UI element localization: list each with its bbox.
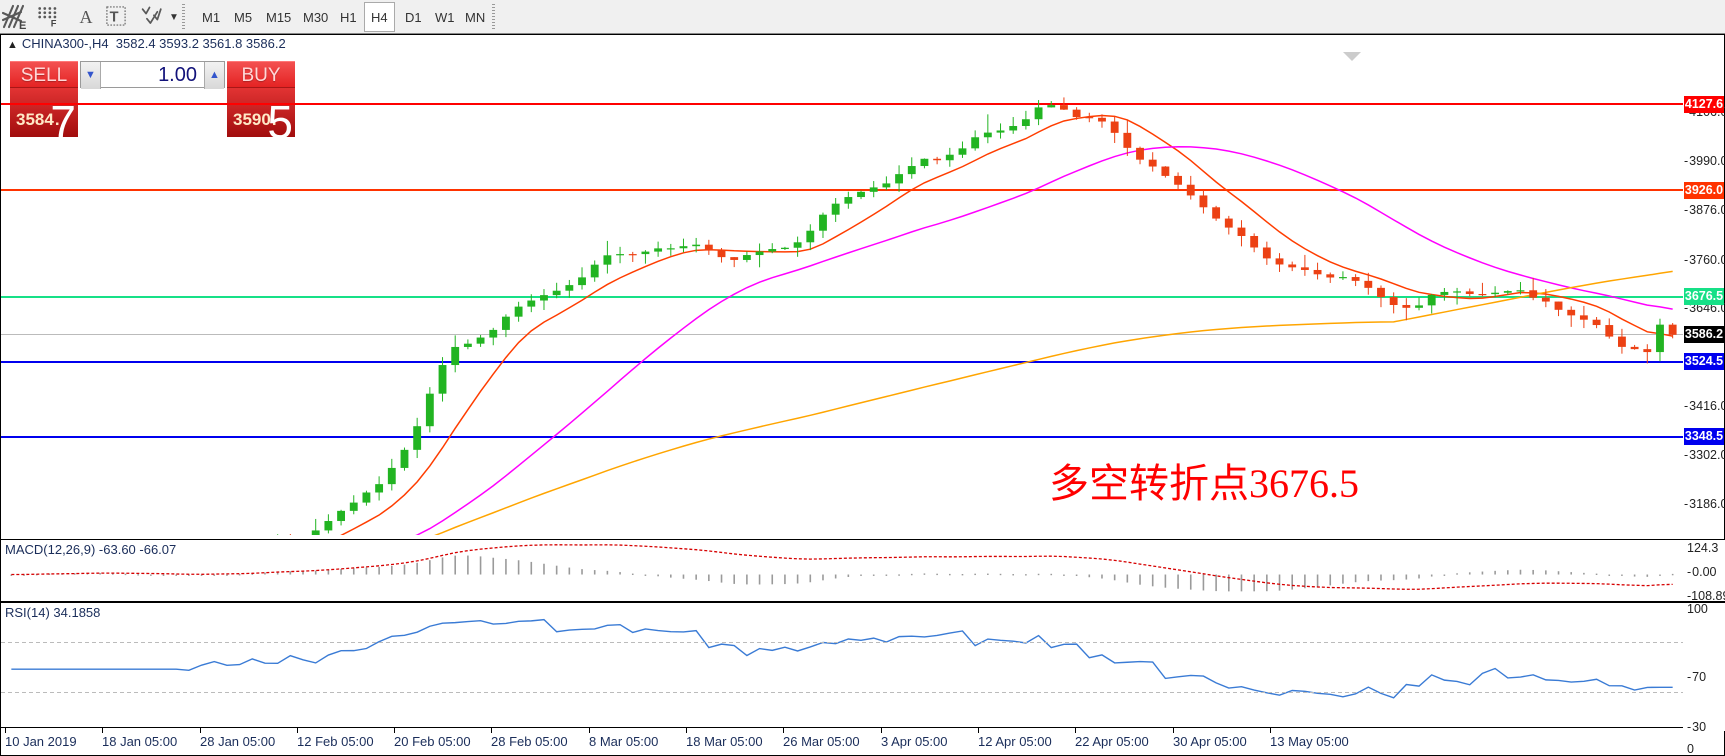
svg-text:E: E bbox=[19, 20, 26, 30]
svg-text:T: T bbox=[110, 9, 119, 25]
svg-text:F: F bbox=[51, 18, 57, 28]
